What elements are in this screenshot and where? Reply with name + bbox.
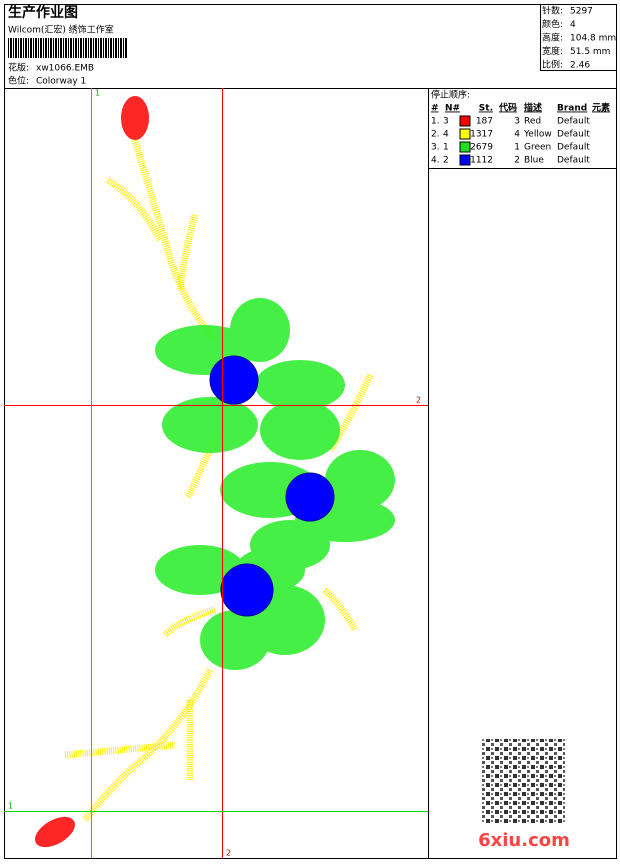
barcode [8,38,128,58]
row-stitches: 1317 [470,130,493,140]
column-header: 描述 [524,102,542,114]
row-brand: Default [557,156,590,166]
row-needle: 3 [443,117,449,127]
design-value: xw1066.EMB [36,64,94,74]
column-header: St. [479,104,493,114]
row-description: Green [524,143,551,153]
row-description: Yellow [523,130,552,140]
info-label: 宽度: [542,45,563,57]
color-swatch [459,141,471,153]
qr-code [481,739,565,823]
info-label: 针数: [542,5,563,17]
info-value: 51.5 mm [570,47,610,57]
info-label: 高度: [542,32,563,44]
row-stitches: 1112 [470,156,493,166]
guide-label: 2 [416,396,421,405]
stop-title: 停止顺序: [431,89,470,101]
color-swatch [459,115,471,127]
row-description: Blue [524,156,544,166]
info-value: 4 [570,20,576,30]
column-header: # [431,104,439,114]
row-brand: Default [557,143,590,153]
guide-label: 2 [226,849,231,858]
column-header: 代码 [498,102,517,114]
row-needle: 4 [443,130,449,140]
row-needle: 2 [443,156,449,166]
row-index: 4. [431,156,440,166]
column-header: Brand [557,104,587,114]
colorway-label: 色位: [8,75,29,87]
info-label: 比例: [542,59,563,71]
row-index: 3. [431,143,440,153]
info-label: 颜色: [542,18,563,30]
title: 生产作业图 [8,4,78,21]
row-code: 4 [514,130,520,140]
design-label: 花版: [8,62,29,74]
row-brand: Default [557,130,590,140]
color-swatch [459,154,471,166]
row-stitches: 187 [476,117,493,127]
color-swatch [459,128,471,140]
column-header: 元素 [592,102,610,114]
row-brand: Default [557,117,590,127]
column-header: N# [445,104,460,114]
watermark: 6xiu.com [478,830,570,851]
row-description: Red [524,117,541,127]
info-value: 5297 [570,7,593,17]
row-index: 2. [431,130,440,140]
row-needle: 1 [443,143,449,153]
row-index: 1. [431,117,440,127]
row-code: 2 [514,156,520,166]
info-value: 104.8 mm [570,34,616,44]
embroidery [35,96,395,848]
studio: Wilcom(汇宏) 绣饰工作室 [8,24,114,36]
guide-label: 1 [8,802,13,811]
guide-label: 1 [95,89,100,98]
row-code: 1 [514,143,520,153]
row-code: 3 [514,117,520,127]
colorway-value: Colorway 1 [36,77,86,87]
info-value: 2.46 [570,61,590,71]
row-stitches: 2679 [470,143,493,153]
